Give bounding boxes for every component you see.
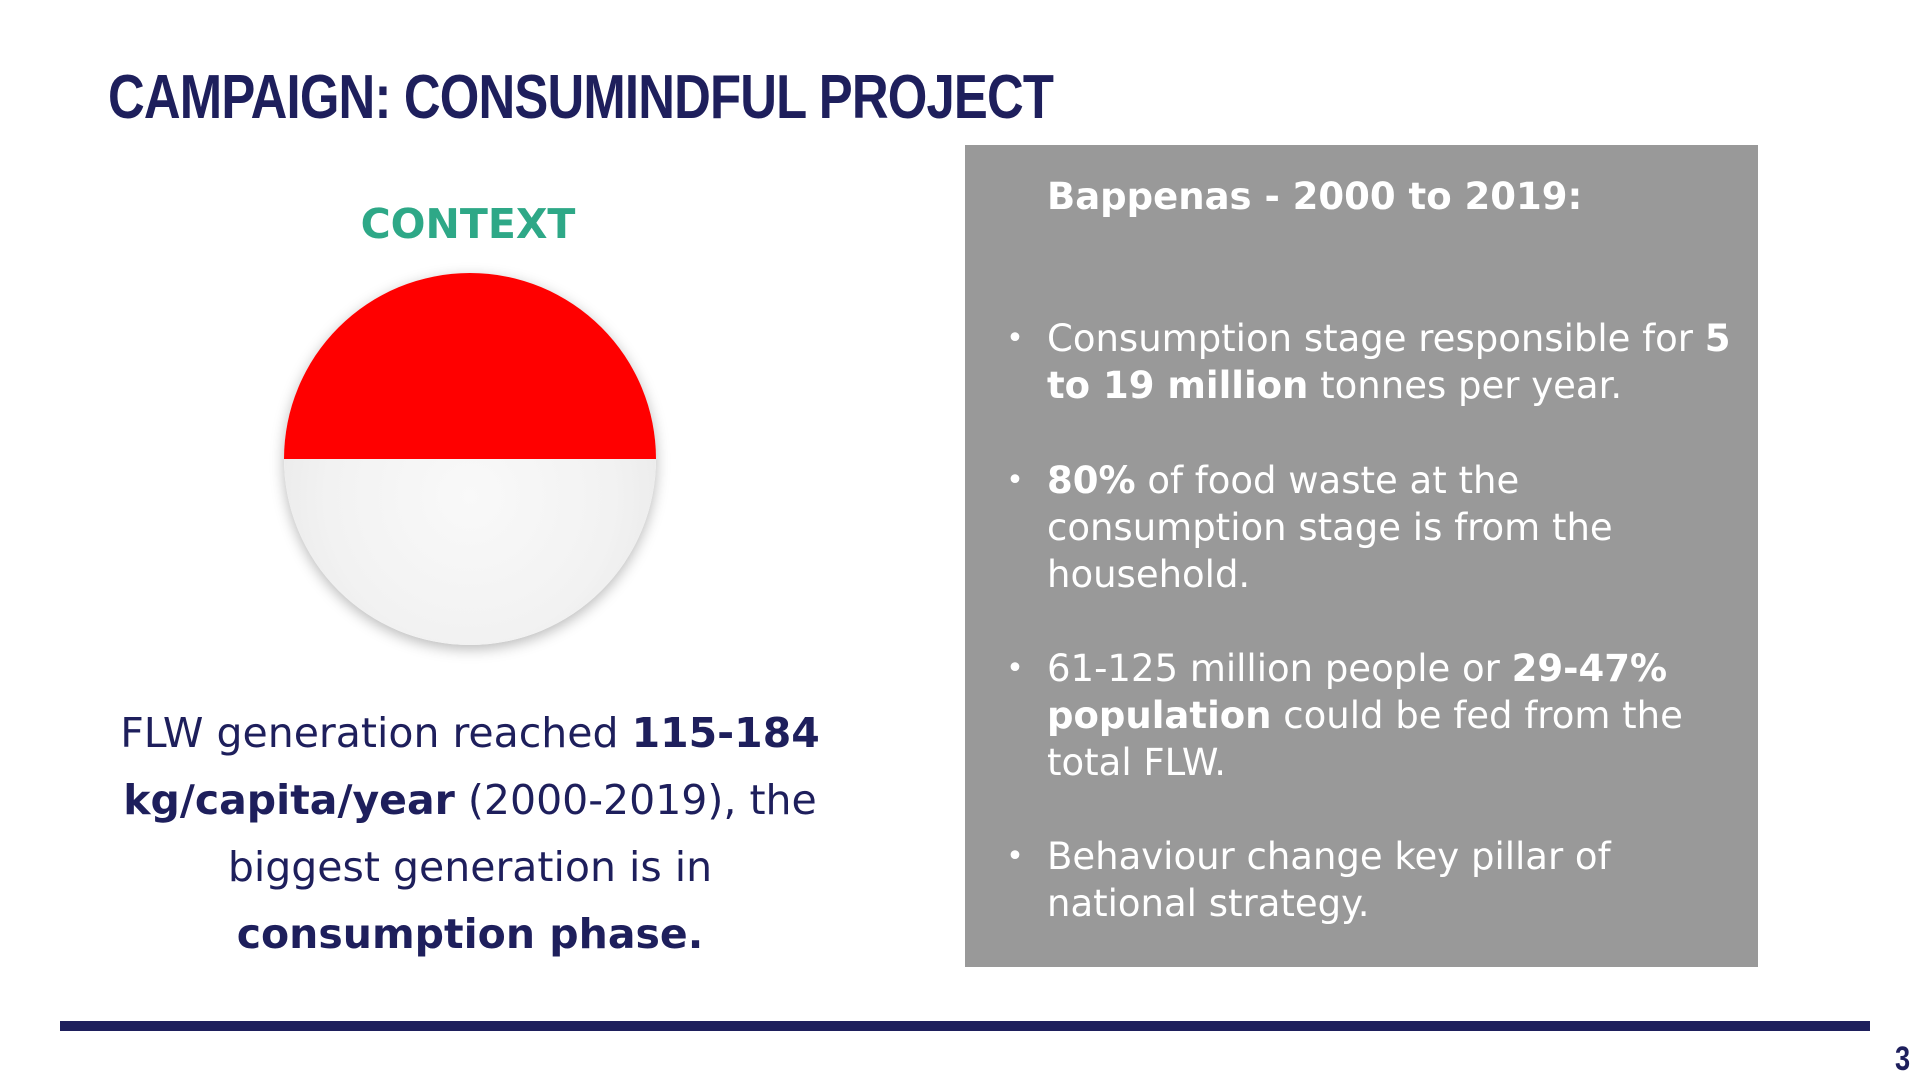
bullet-dot-icon: • <box>1006 651 1024 686</box>
context-heading: CONTEXT <box>360 200 576 248</box>
bullet-text: tonnes per year. <box>1308 364 1623 407</box>
flw-text-part2: (2000-2019), the biggest generation is i… <box>227 776 817 891</box>
flag-white-half <box>284 459 656 645</box>
bullet-item: • 80% of food waste at the consumption st… <box>1006 457 1747 598</box>
bullet-text: could be fed from the total FLW. <box>1047 694 1683 784</box>
bullet-dot-icon: • <box>1006 463 1024 498</box>
bullet-bold: 29-47% population <box>1047 647 1668 737</box>
indonesia-flag-icon <box>284 273 656 645</box>
flw-text-part1: FLW generation reached <box>120 709 632 757</box>
footer-divider <box>60 1021 1870 1031</box>
bullet-item: • Behaviour change key pillar of national… <box>1006 833 1747 927</box>
bullet-dot-icon: • <box>1006 321 1024 356</box>
panel-heading: Bappenas - 2000 to 2019: <box>1047 175 1583 218</box>
bullet-text: of food waste at the consumption stage i… <box>1047 459 1613 596</box>
bappenas-panel: Bappenas - 2000 to 2019: • Consumption st… <box>965 145 1758 967</box>
bullet-text: Consumption stage responsible for <box>1047 317 1705 360</box>
flw-text-bold2: consumption phase. <box>236 910 704 958</box>
flag-red-half <box>284 273 656 459</box>
bullet-item: • Consumption stage responsible for 5 to … <box>1006 315 1747 409</box>
flw-summary-text: FLW generation reached 115-184 kg/capita… <box>96 700 844 968</box>
bullet-bold: 5 to 19 million <box>1047 317 1731 407</box>
bullet-text: Behaviour change key pillar of national … <box>1047 835 1611 925</box>
slide-title: Campaign: ConsuMindful Project <box>108 63 1054 132</box>
bullet-text: 61-125 million people or <box>1047 647 1512 690</box>
bullet-dot-icon: • <box>1006 839 1024 874</box>
bullet-bold: 80% <box>1047 459 1136 502</box>
flw-text-bold1: 115-184 kg/capita/year <box>123 709 820 824</box>
bullet-item: • 61-125 million people or 29-47% populat… <box>1006 645 1747 786</box>
page-number: 3 <box>1895 1040 1911 1078</box>
